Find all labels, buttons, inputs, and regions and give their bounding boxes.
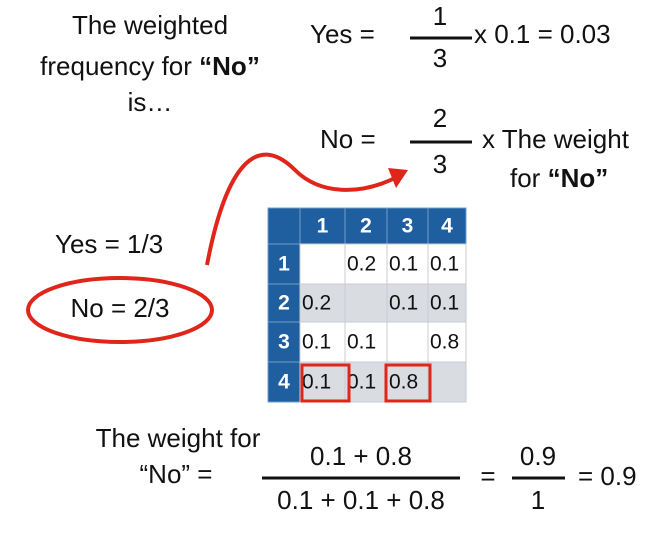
fraction-denominator: 3: [433, 43, 447, 73]
header-label: 1: [278, 253, 290, 276]
intro-text: The weighted: [72, 10, 228, 40]
header-cell: [267, 283, 301, 323]
header-cell: [267, 207, 301, 245]
arrow-head: [388, 168, 408, 188]
cell-text: 0.1: [389, 292, 418, 315]
fraction-numerator: 0.1 + 0.8: [310, 441, 412, 471]
cell-text: 0.2: [302, 292, 331, 315]
table-cell: [299, 321, 346, 363]
table-cell: [427, 283, 467, 323]
table: 1 2 3 4 1 0.2 0.1 0.1 2 0.2 0.1 0.1 3 0.1 0.1 0.8 4 0.1 0.…: [267, 207, 467, 403]
equation-text: No =: [320, 124, 376, 154]
cell-text: 0.1: [389, 253, 418, 276]
header-cell: [299, 207, 346, 245]
cell-text: 0.1: [430, 292, 459, 315]
cell-text: 0.1: [302, 371, 331, 394]
cell-text: 0.1: [347, 371, 376, 394]
fraction-denominator: 3: [433, 149, 447, 179]
intro-text: frequency for: [40, 51, 199, 81]
fraction-numerator: 1: [433, 1, 447, 31]
header-cell: [427, 207, 467, 245]
header-label: 4: [278, 371, 290, 394]
equation-bold: “No”: [548, 163, 609, 193]
cell-text: 0.8: [430, 331, 459, 354]
equation-text: = 0.9: [578, 461, 637, 491]
cell-text: 0.2: [347, 253, 376, 276]
table-cell: [299, 361, 346, 403]
header-label: 3: [402, 215, 414, 238]
header-cell: [267, 361, 301, 403]
equation-text: The weight for: [96, 423, 261, 453]
cell-text: 0.1: [430, 253, 459, 276]
header-label: 4: [441, 215, 453, 238]
header-label: 1: [317, 215, 329, 238]
table-cell: [344, 361, 388, 403]
header-cell: [267, 321, 301, 363]
intro-text: frequency for “No”: [40, 51, 260, 81]
header-label: 2: [278, 292, 290, 315]
equation-text: for “No”: [510, 163, 608, 193]
equation-text: for: [510, 163, 548, 193]
highlight-box: [300, 363, 351, 403]
probability-text: Yes = 1/3: [55, 229, 163, 259]
equation-text: “No” =: [140, 459, 213, 489]
header-label: 3: [278, 331, 290, 354]
table-cell: [427, 243, 467, 285]
cell-text: 0.1: [302, 331, 331, 354]
intro-bold: “No”: [199, 51, 260, 81]
equation-text: Yes =: [310, 19, 375, 49]
table-cell: [299, 243, 346, 285]
equation-text: x The weight: [482, 124, 630, 154]
header-label: 2: [360, 215, 372, 238]
table-cell: [427, 361, 467, 403]
fraction-denominator: 1: [531, 485, 545, 515]
arrow: [205, 152, 396, 266]
table-cell: [299, 283, 346, 323]
highlight-box: [384, 363, 432, 403]
intro-text: is…: [128, 87, 173, 117]
cell-text: 0.8: [389, 371, 418, 394]
highlight-ellipse: [26, 276, 214, 344]
fraction-numerator: 0.9: [520, 441, 556, 471]
cell-text: 0.1: [347, 331, 376, 354]
fraction-numerator: 2: [433, 103, 447, 133]
fraction-denominator: 0.1 + 0.1 + 0.8: [277, 485, 445, 515]
equation-text: x 0.1 = 0.03: [474, 19, 611, 49]
probability-text: No = 2/3: [70, 293, 169, 323]
table-cell: [344, 283, 388, 323]
table-cell: [386, 321, 429, 363]
equation-text: =: [480, 461, 495, 491]
